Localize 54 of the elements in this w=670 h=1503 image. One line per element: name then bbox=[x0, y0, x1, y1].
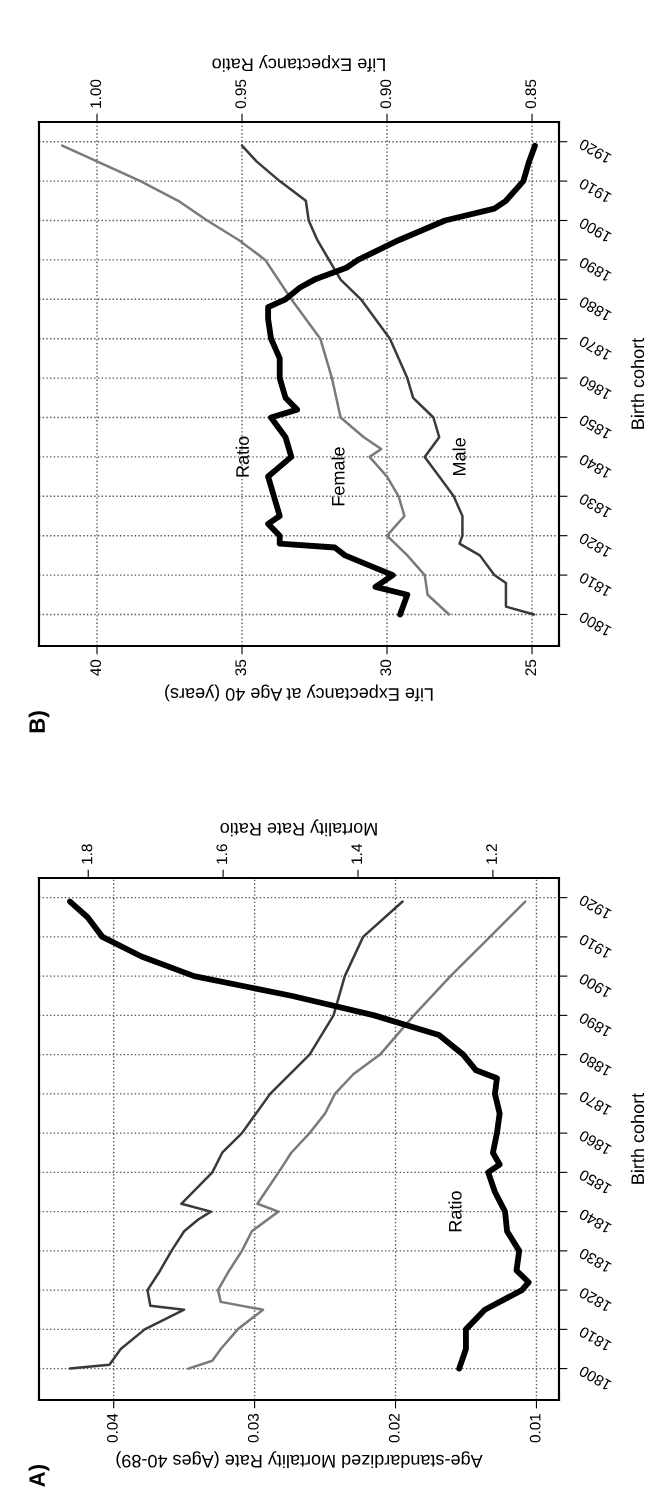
x2-tick-label: 0.90 bbox=[380, 79, 392, 109]
y-tick-label: 1870 bbox=[578, 1090, 612, 1117]
y-tick-label: 1840 bbox=[578, 453, 612, 480]
x2-tick-label: 1.2 bbox=[486, 844, 497, 864]
x2-tick-label: 0.95 bbox=[235, 79, 247, 109]
y-tick-label: 1850 bbox=[578, 414, 612, 440]
x2-tick-label: 1.8 bbox=[81, 844, 93, 864]
y-tick-label: 1880 bbox=[578, 296, 612, 322]
x-tick-label: 0.01 bbox=[529, 1413, 541, 1443]
y-tick-label: 1860 bbox=[578, 374, 612, 401]
x-axis-title: Life Expectancy at Age 40 (years) bbox=[165, 684, 433, 702]
y-tick-label: 1810 bbox=[578, 571, 612, 598]
y-tick-label: 1800 bbox=[578, 1365, 612, 1391]
x2-tick-label: 1.00 bbox=[90, 79, 102, 108]
y-tick-label: 1900 bbox=[578, 972, 612, 999]
annotation: Male bbox=[452, 438, 466, 475]
x-tick-label: 0.02 bbox=[388, 1413, 400, 1443]
x-tick-label: 0.04 bbox=[106, 1413, 118, 1443]
y-tick-label: 1880 bbox=[578, 1051, 612, 1077]
y-tick-label: 1870 bbox=[578, 335, 612, 361]
x2-tick-label: 1.4 bbox=[351, 844, 362, 864]
x-tick-label: 0.03 bbox=[247, 1413, 259, 1443]
y-tick-label: 1910 bbox=[578, 177, 612, 204]
x-tick-label: 35 bbox=[235, 659, 247, 676]
annotation: Ratio bbox=[235, 436, 249, 477]
text: A) bbox=[28, 1465, 50, 1487]
y-tick-label: 1920 bbox=[578, 894, 612, 920]
x-tick-label: 30 bbox=[380, 659, 392, 676]
x-axis-title: Age-standardized Mortality Rate (Ages 40-89) bbox=[116, 1451, 483, 1469]
y-tick-label: 1830 bbox=[578, 1247, 612, 1274]
y-axis-title: Birth cohort bbox=[630, 337, 645, 429]
y-axis-title: Birth cohort bbox=[630, 1092, 645, 1184]
annotation: Female bbox=[331, 447, 345, 506]
y-tick-label: 1820 bbox=[578, 1286, 612, 1313]
y-tick-label: 1860 bbox=[578, 1129, 612, 1156]
x2-tick-label: 1.6 bbox=[216, 844, 228, 864]
y-tick-label: 1850 bbox=[578, 1169, 612, 1195]
y-tick-label: 1830 bbox=[578, 493, 612, 519]
y-tick-label: 1890 bbox=[578, 1012, 612, 1038]
y-tick-label: 1910 bbox=[578, 933, 612, 960]
y-tick-label: 1900 bbox=[578, 217, 612, 243]
x-tick-label: 25 bbox=[525, 659, 537, 676]
y-tick-label: 1820 bbox=[578, 532, 612, 558]
text: B) bbox=[28, 711, 50, 733]
x2-axis-title: Life Expectancy Ratio bbox=[212, 54, 385, 72]
annotation: Ratio bbox=[448, 1191, 462, 1232]
y-tick-label: 1920 bbox=[578, 138, 612, 164]
y-tick-label: 1890 bbox=[578, 256, 612, 283]
y-tick-label: 1840 bbox=[578, 1208, 612, 1234]
x-tick-label: 40 bbox=[90, 659, 102, 676]
x2-tick-label: 0.85 bbox=[525, 79, 537, 109]
y-tick-label: 1810 bbox=[578, 1326, 612, 1352]
x2-axis-title: Mortality Rate Ratio bbox=[220, 819, 377, 837]
y-tick-label: 1800 bbox=[578, 611, 612, 637]
